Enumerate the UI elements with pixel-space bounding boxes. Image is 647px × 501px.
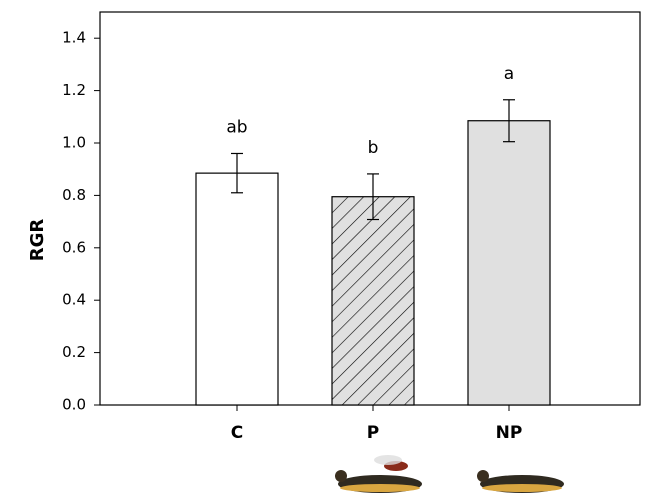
- significance-letter: ab: [226, 117, 247, 137]
- bar: [467, 120, 551, 406]
- x-tick-label: P: [367, 423, 379, 443]
- bar: [331, 196, 415, 406]
- y-tick-label: 1.4: [62, 29, 86, 47]
- y-tick-label: 0.0: [62, 396, 86, 414]
- y-tick-label: 1.2: [62, 81, 86, 99]
- y-axis-label: RGR: [27, 219, 48, 262]
- y-tick-label: 0.6: [62, 238, 86, 256]
- y-tick-label: 0.8: [62, 186, 86, 204]
- bar: [195, 172, 279, 406]
- y-tick-label: 0.2: [62, 343, 86, 361]
- x-tick-label: C: [231, 423, 243, 443]
- significance-letter: a: [504, 64, 514, 84]
- x-tick-label: NP: [496, 423, 523, 443]
- significance-letter: b: [368, 138, 379, 158]
- y-tick-label: 0.4: [62, 291, 86, 309]
- y-tick-label: 1.0: [62, 134, 86, 152]
- caterpillar-icons: [335, 455, 564, 493]
